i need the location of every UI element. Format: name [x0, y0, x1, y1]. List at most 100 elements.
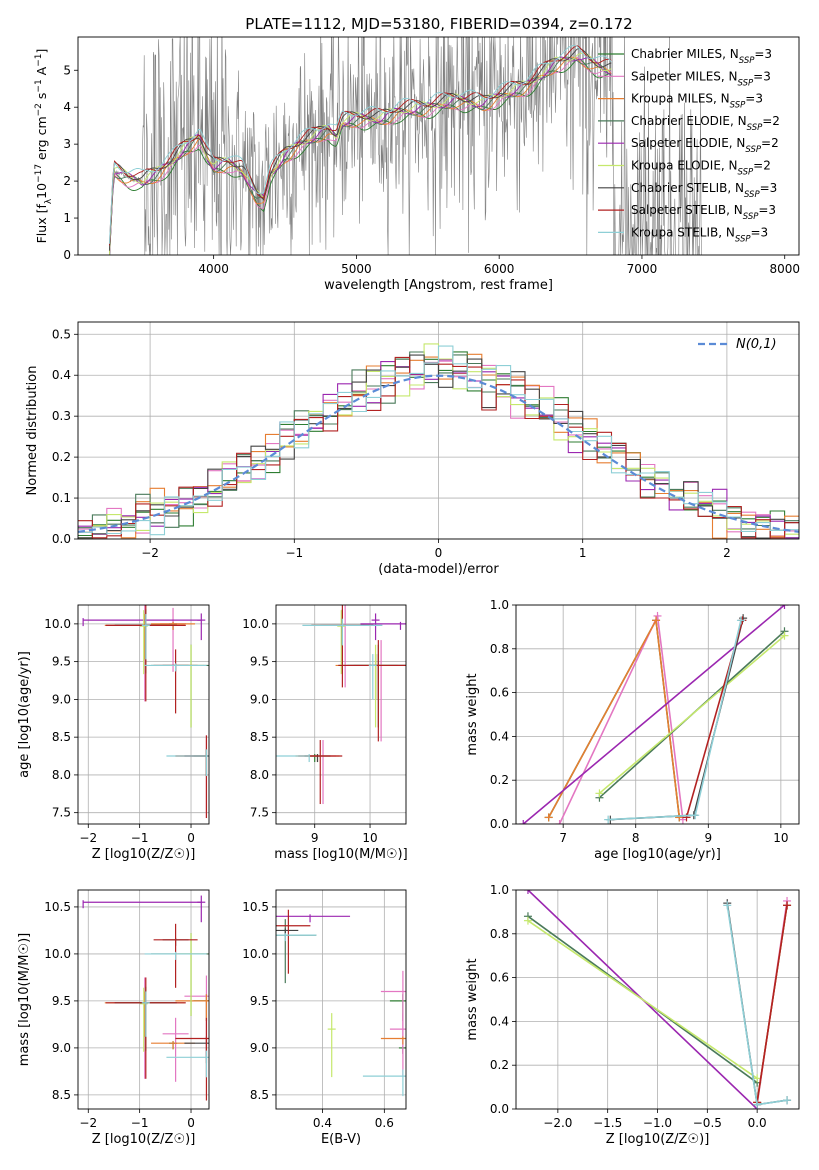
panel-weight-vs-Z: −2.0 −1.5 −1.0 −0.5 0.0 0.0 0.2 0.4 0.6 0.8 1.0 Z […: [465, 883, 800, 1147]
legend-text: Salpeter STELIB, N: [631, 203, 743, 217]
label-part: −1: [34, 54, 44, 67]
label-part: −2: [34, 103, 44, 116]
x-tick-label: −2.0: [543, 1116, 572, 1130]
model-line: [108, 45, 612, 244]
x-axis-label: age [log10(age/yr)]: [594, 847, 721, 862]
y-tick-label: 0.8: [490, 927, 509, 941]
x-tick-label: 9: [311, 831, 319, 845]
legend-text: =2: [762, 114, 780, 128]
histogram-step: [78, 356, 799, 539]
x-tick-label: −1.5: [593, 1116, 622, 1130]
x-axis-label: Z [log10(Z/Z☉)]: [92, 1132, 196, 1147]
legend-text: Kroupa STELIB, N: [631, 225, 735, 239]
legend-sub: SSP: [735, 234, 751, 244]
label-part: −17: [34, 164, 44, 183]
y-tick-label: 4: [63, 100, 71, 114]
legend-label: Kroupa MILES, NSSP=3: [631, 92, 763, 111]
x-tick-label: 10: [362, 831, 377, 845]
label-part: λ: [44, 198, 54, 204]
legend: N(0,1): [698, 337, 777, 352]
legend-sub: SSP: [730, 101, 746, 111]
model-line: [109, 56, 612, 255]
x-axis-label: wavelength [Angstrom, rest frame]: [324, 278, 553, 293]
label-part: Flux [f: [34, 204, 49, 244]
legend-sub: SSP: [744, 190, 760, 200]
legend-sub: SSP: [743, 212, 759, 222]
y-axis-label: age [log10(age/yr)]: [17, 651, 32, 778]
y-tick-label: 2: [63, 174, 71, 188]
y-tick-label: 0.6: [490, 686, 509, 700]
x-tick-label: 0.0: [748, 1116, 767, 1130]
y-tick-label: 0.6: [490, 971, 509, 985]
y-tick-label: 7.5: [52, 806, 71, 820]
y-tick-label: 10.0: [242, 947, 269, 961]
legend-sub: SSP: [738, 168, 754, 178]
legend-label: Salpeter MILES, NSSP=3: [631, 69, 771, 88]
legend-text: =3: [754, 47, 772, 61]
y-axis-label: mass weight: [465, 673, 480, 755]
legend-text: =3: [753, 69, 771, 83]
x-tick-label: 2: [723, 546, 731, 560]
legend-sub: SSP: [745, 145, 761, 155]
plot-area: [276, 890, 406, 1109]
x-tick-label: 8000: [769, 262, 800, 276]
x-tick-label: 0.4: [313, 1116, 332, 1130]
y-tick-label: 1.0: [490, 883, 509, 897]
legend-sub: SSP: [747, 123, 763, 133]
x-tick-label: 7: [559, 831, 567, 845]
weight-line: [598, 635, 786, 794]
y-tick-label: 0.4: [52, 368, 71, 382]
legend-text: Kroupa MILES, N: [631, 92, 730, 106]
y-tick-label: 9.0: [52, 692, 71, 706]
model-line: [108, 45, 612, 246]
weight-line: [547, 617, 681, 818]
legend-label: Kroupa STELIB, NSSP=3: [631, 225, 768, 244]
axes-frame: [275, 604, 407, 825]
x-tick-label: −2: [141, 546, 159, 560]
label-part: s: [34, 93, 49, 104]
y-tick-label: 0.2: [490, 773, 509, 787]
y-tick-label: 7.5: [250, 806, 269, 820]
plot-area: [78, 322, 799, 539]
y-tick-label: 10.0: [242, 617, 269, 631]
legend-text: Kroupa ELODIE, N: [631, 159, 738, 173]
x-tick-label: 5000: [341, 262, 372, 276]
x-tick-label: 1: [579, 546, 587, 560]
panel-residuals: −2 −1 0 1 2 0.0 0.1 0.2 0.3 0.4 0.5 (data-model)/er…: [25, 321, 800, 577]
x-axis-label: Z [log10(Z/Z☉)]: [92, 847, 196, 862]
y-tick-label: 8.0: [52, 768, 71, 782]
weight-line: [522, 605, 786, 824]
y-tick-label: 10.5: [242, 900, 269, 914]
x-axis-label: E(B-V): [321, 1132, 361, 1147]
x-tick-label: 0: [187, 831, 195, 845]
panel-mass-vs-Z: −2 −1 0 8.5 9.0 9.5 10.0 10.5 Z [log10(Z/Z☉)] mas…: [17, 889, 210, 1147]
plot-area: [276, 605, 406, 824]
x-axis-label: (data-model)/error: [378, 562, 499, 577]
axes-frame: [77, 889, 210, 1110]
y-tick-label: 10.5: [44, 900, 71, 914]
y-tick-label: 0.0: [490, 817, 509, 831]
y-tick-label: 0.2: [52, 450, 71, 464]
legend-label: Salpeter STELIB, NSSP=3: [631, 203, 776, 222]
y-axis-label: Flux [fλ10−17 erg cm−2 s−1 A−1]: [34, 49, 54, 244]
legend-text: =3: [751, 225, 769, 239]
legend-sub: SSP: [738, 78, 754, 88]
axes-frame: [515, 604, 800, 825]
y-tick-label: 0.5: [52, 327, 71, 341]
y-tick-label: 9.5: [250, 994, 269, 1008]
legend-label: N(0,1): [736, 337, 777, 352]
y-tick-label: 0.4: [490, 1014, 509, 1028]
legend-label: Chabrier ELODIE, NSSP=2: [631, 114, 780, 133]
y-axis-label: Normed distribution: [25, 366, 40, 496]
legend-label: Salpeter ELODIE, NSSP=2: [631, 136, 779, 155]
plot-area: [516, 605, 799, 824]
y-tick-label: 8.5: [52, 730, 71, 744]
x-axis-label: mass [log10(M/M☉)]: [274, 847, 407, 862]
y-tick-label: 0.3: [52, 409, 71, 423]
y-tick-label: 0.0: [490, 1102, 509, 1116]
legend-text: Chabrier MILES, N: [631, 47, 739, 61]
x-tick-label: 0: [435, 546, 443, 560]
x-tick-label: −1.0: [643, 1116, 672, 1130]
histogram-step: [78, 345, 799, 536]
